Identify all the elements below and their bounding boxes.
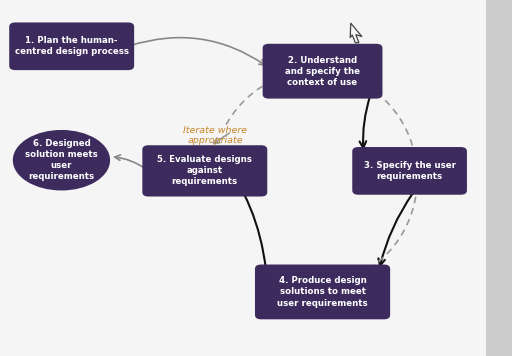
Text: 2. Understand
and specify the
context of use: 2. Understand and specify the context of… bbox=[285, 56, 360, 87]
Text: 1. Plan the human-
centred design process: 1. Plan the human- centred design proces… bbox=[15, 36, 129, 56]
Text: 4. Produce design
solutions to meet
user requirements: 4. Produce design solutions to meet user… bbox=[277, 276, 368, 308]
Text: 6. Designed
solution meets
user
requirements: 6. Designed solution meets user requirem… bbox=[25, 139, 98, 181]
Ellipse shape bbox=[13, 130, 110, 190]
FancyBboxPatch shape bbox=[486, 0, 512, 356]
Text: 5. Evaluate designs
against
requirements: 5. Evaluate designs against requirements bbox=[157, 155, 252, 187]
FancyBboxPatch shape bbox=[142, 145, 267, 197]
Text: 3. Specify the user
requirements: 3. Specify the user requirements bbox=[364, 161, 456, 181]
FancyBboxPatch shape bbox=[263, 44, 382, 99]
Text: Iterate where
appropriate: Iterate where appropriate bbox=[183, 126, 247, 145]
FancyBboxPatch shape bbox=[255, 265, 390, 319]
FancyBboxPatch shape bbox=[352, 147, 467, 195]
FancyBboxPatch shape bbox=[9, 22, 134, 70]
